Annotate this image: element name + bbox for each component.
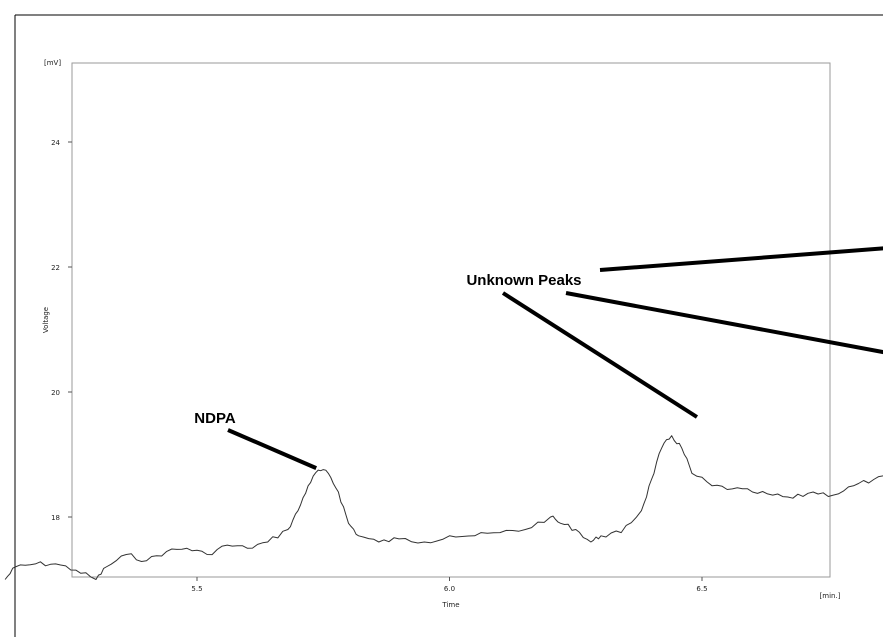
y-axis-title: Voltage xyxy=(42,307,50,333)
y-unit-label: [mV] xyxy=(44,59,61,67)
x-tick-label: 5.5 xyxy=(191,585,202,593)
y-tick-label: 18 xyxy=(51,514,60,522)
annotation-unknown-peaks: Unknown Peaks xyxy=(466,272,581,289)
x-unit-label: [min.] xyxy=(820,592,841,600)
y-tick-label: 24 xyxy=(51,139,60,147)
x-axis-title: Time xyxy=(441,601,459,609)
annotation-unknown-peaks-pointer xyxy=(599,246,883,272)
annotation-ndpa: NDPA xyxy=(194,410,236,427)
annotation-unknown-peaks-pointer xyxy=(565,291,883,355)
x-axis-ticks: 5.56.06.57.07.58.0 xyxy=(191,577,708,593)
annotation-ndpa-pointer xyxy=(227,428,317,470)
x-tick-label: 6.0 xyxy=(444,585,455,593)
y-tick-label: 20 xyxy=(51,389,60,397)
y-tick-label: 22 xyxy=(51,264,60,272)
y-axis-ticks: 18 20 22 24 xyxy=(51,139,72,522)
annotations-layer: NDPA Unknown Peaks xyxy=(194,246,883,470)
plot-area-box xyxy=(71,62,831,578)
annotation-unknown-peaks-pointer xyxy=(501,291,699,419)
x-tick-label: 6.5 xyxy=(696,585,707,593)
series-layer xyxy=(4,435,883,580)
series-line xyxy=(4,435,883,580)
